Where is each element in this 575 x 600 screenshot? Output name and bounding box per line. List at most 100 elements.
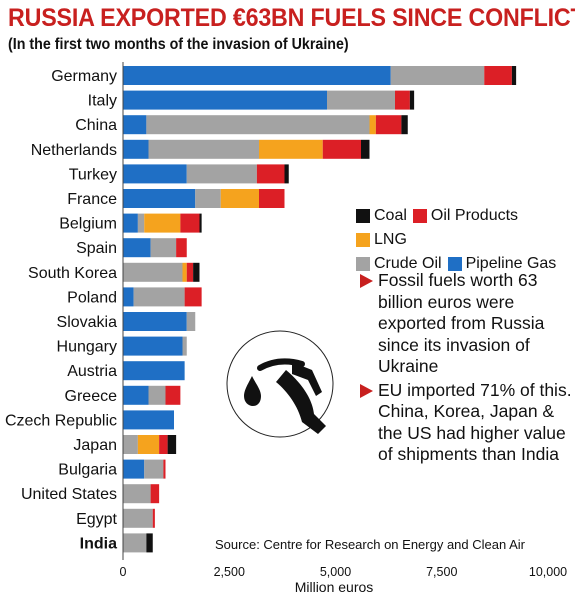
bar-france-crude-oil [195,189,221,208]
x-tick-label: 10,000 [529,565,567,579]
bar-netherlands-oil-products [322,139,361,159]
category-label-turkey: Turkey [69,166,117,183]
legend: Coal Oil Products LNG Crude Oil Pipeline… [356,204,571,276]
category-label-belgium: Belgium [59,216,117,233]
bar-bulgaria-pipeline-gas [123,459,145,479]
legend-item-coal: Coal [356,204,407,228]
category-label-spain: Spain [76,240,117,257]
category-label-india: India [80,535,117,552]
x-axis-title: Million euros [295,579,374,595]
bar-japan-lng [137,435,160,454]
bar-netherlands-coal [361,139,370,159]
bar-poland-crude-oil [133,287,185,307]
bar-south-korea-crude-oil [123,262,183,282]
bar-germany-pipeline-gas [123,66,391,85]
bar-greece-crude-oil [148,385,166,405]
legend-item-crude-oil: Crude Oil [356,252,442,276]
bar-belgium-lng [144,213,181,233]
category-label-germany: Germany [51,68,117,85]
bar-germany-oil-products [484,66,512,85]
bar-bulgaria-crude-oil [144,459,164,479]
bar-italy-crude-oil [327,90,395,110]
legend-item-lng: LNG [356,228,407,252]
bar-japan-coal [167,435,177,454]
bar-slovakia-pipeline-gas [123,312,187,331]
bar-china-oil-products [375,115,402,135]
category-label-japan: Japan [73,437,117,454]
bar-japan-oil-products [159,435,168,454]
bar-germany-crude-oil [390,66,485,85]
bar-italy-oil-products [395,90,410,110]
chart-subtitle: (In the first two months of the invasion… [8,36,349,53]
x-tick-label: 7,500 [426,565,457,579]
category-label-bulgaria: Bulgaria [58,462,117,479]
category-label-poland: Poland [67,289,117,306]
x-tick-label: 2,500 [214,565,245,579]
bar-egypt-oil-products [152,508,155,528]
bar-hungary-pipeline-gas [123,336,183,356]
bar-united-states-crude-oil [123,484,151,504]
legend-swatch-coal [356,209,370,223]
bar-bulgaria-oil-products [163,459,166,479]
bar-france-pipeline-gas [123,189,196,208]
x-tick-label: 0 [120,565,127,579]
category-label-egypt: Egypt [76,511,117,528]
category-label-slovakia: Slovakia [57,314,118,331]
bar-south-korea-coal [193,262,200,282]
legend-row-1: Coal Oil Products LNG [356,204,571,252]
legend-label-coal: Coal [374,207,407,224]
bar-egypt-crude-oil [123,508,153,528]
fuel-pump-icon [226,330,334,438]
bar-france-oil-products [259,189,285,208]
bar-south-korea-oil-products [186,262,194,282]
bar-turkey-crude-oil [186,164,257,184]
bar-india-crude-oil [123,533,147,553]
bar-india-coal [146,533,153,553]
bar-turkey-oil-products [256,164,285,184]
category-label-greece: Greece [65,388,118,405]
legend-label-pipeline-gas: Pipeline Gas [465,255,557,272]
bar-spain-oil-products [176,238,187,258]
bar-greece-pipeline-gas [123,385,149,405]
legend-item-oil-products: Oil Products [412,204,519,228]
red-arrow-icon [360,383,373,398]
note-2-text: EU imported 71% of this. China, Korea, J… [378,379,572,465]
legend-label-lng: LNG [374,231,407,248]
bar-poland-oil-products [184,287,202,307]
bar-austria-pipeline-gas [123,361,185,381]
legend-swatch-lng [356,233,370,247]
category-label-austria: Austria [67,363,117,380]
bar-united-states-oil-products [150,484,160,504]
legend-label-oil-products: Oil Products [430,207,519,224]
chart-title: RUSSIA EXPORTED €63BN FUELS SINCE CONFLI… [8,4,575,32]
bar-greece-oil-products [165,385,181,405]
bar-china-coal [401,115,408,135]
legend-swatch-oil-products [412,209,427,223]
category-label-united-states: United States [21,486,117,503]
category-label-hungary: Hungary [57,339,117,356]
bar-south-korea-lng [182,262,187,282]
category-label-netherlands: Netherlands [31,142,117,159]
bar-belgium-coal [199,213,202,233]
bar-belgium-pipeline-gas [123,213,138,233]
bar-slovakia-crude-oil [186,312,196,331]
bar-turkey-coal [284,164,289,184]
category-label-china: China [75,117,117,134]
bar-italy-pipeline-gas [123,90,327,110]
bar-italy-coal [409,90,415,110]
bar-hungary-crude-oil [182,336,187,356]
bar-turkey-pipeline-gas [123,164,187,184]
legend-row-2: Crude Oil Pipeline Gas [356,252,571,276]
bar-belgium-oil-products [180,213,200,233]
x-tick-label: 5,000 [320,565,351,579]
note-1-text: Fossil fuels worth 63 billion euros were… [378,270,545,376]
legend-swatch-crude-oil [356,257,370,271]
note-1: Fossil fuels worth 63 billion euros were… [360,270,572,378]
bar-china-pipeline-gas [123,115,147,135]
source-note: Source: Centre for Research on Energy an… [215,537,526,552]
legend-swatch-pipeline-gas [447,257,462,271]
bar-china-crude-oil [146,115,370,135]
bar-belgium-crude-oil [137,213,145,233]
category-label-czech-republic: Czech Republic [5,412,117,429]
